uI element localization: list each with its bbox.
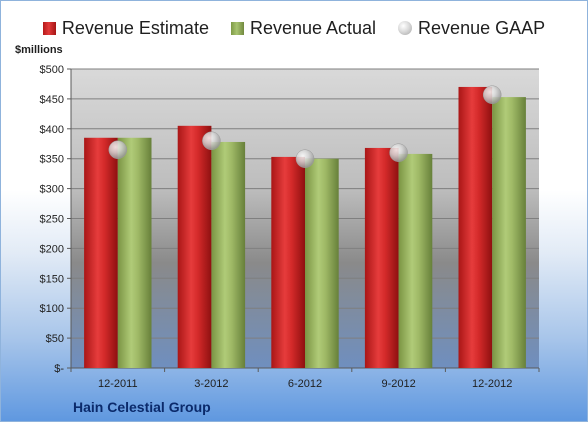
x-tick-label: 3-2012 [194,378,228,390]
revenue-actual-bar [398,153,433,368]
bars [84,86,526,368]
revenue-gaap-marker [389,143,408,162]
y-tick-label: $400 [40,124,64,136]
revenue-actual-bar [211,141,246,368]
x-tick-label: 12-2011 [98,378,138,390]
legend-entry-revenue-gaap: Revenue GAAP [398,18,545,39]
legend-label-revenue-estimate: Revenue Estimate [61,17,209,38]
legend-label-revenue-gaap: Revenue GAAP [418,17,546,38]
revenue-gaap-marker [295,149,315,168]
legend-swatch-revenue-gaap [398,21,413,35]
x-tick-label: 6-2012 [288,378,322,390]
revenue-estimate-bar [177,125,212,368]
revenue-gaap-marker [482,85,502,104]
revenue-gaap-marker [202,131,221,151]
legend-label-revenue-actual: Revenue Actual [249,17,377,38]
revenue-gaap-marker [108,140,128,159]
revenue-actual-bar [117,137,152,368]
y-tick-label: $- [54,363,64,375]
legend-entry-revenue-actual: Revenue Actual [230,17,377,39]
legend-entry-revenue-estimate: Revenue Estimate [42,17,209,39]
x-axis-ticks: 12-2011 3-2012 6-2012 9-2012 12-2012 [70,368,540,390]
y-axis-ticks: $- $50 $100 $150 $200 $250 $300 $350 $400 $450 $50… [40,64,72,375]
x-tick-label: 9-2012 [381,378,415,390]
y-tick-label: $350 [40,154,64,166]
revenue-estimate-bar [458,86,493,368]
x-tick-label: 12-2012 [472,378,512,390]
y-tick-label: $100 [40,303,64,315]
y-tick-label: $150 [40,273,64,285]
revenue-estimate-bar [84,137,118,368]
y-tick-label: $450 [40,94,64,106]
legend-swatch-revenue-estimate [42,21,56,35]
y-tick-label: $500 [40,64,64,76]
y-tick-label: $50 [46,333,64,345]
company-name: Hain Celestial Group [73,399,211,415]
y-tick-label: $250 [40,214,64,226]
revenue-actual-bar [305,158,339,368]
chart-legend: Revenue Estimate Revenue Actual Revenue … [1,15,587,41]
y-tick-label: $200 [40,243,64,255]
legend-swatch-revenue-actual [230,21,244,35]
revenue-actual-bar [492,97,526,368]
gaap-markers [108,85,502,168]
revenue-estimate-bar [364,147,399,368]
y-axis-unit-label: $millions [15,44,63,56]
y-tick-label: $300 [40,184,64,196]
revenue-estimate-bar [271,156,305,368]
